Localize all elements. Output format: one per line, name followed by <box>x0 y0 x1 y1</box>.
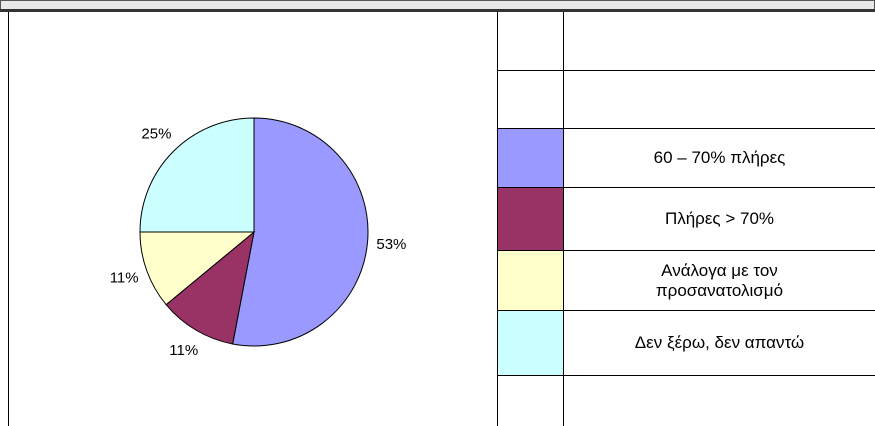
legend-swatch <box>498 129 563 187</box>
legend-swatch <box>498 251 563 310</box>
divider <box>563 12 564 426</box>
pie-slice <box>165 230 255 345</box>
legend-label: Πλήρες > 70% <box>564 188 875 250</box>
legend-text: Δεν ξέρω, δεν απαντώ <box>634 333 805 352</box>
legend-label: Δεν ξέρω, δεν απαντώ <box>564 311 875 375</box>
pie-slice <box>139 117 255 233</box>
slice-label: 11% <box>169 342 198 359</box>
slice-label: 11% <box>110 270 139 287</box>
row-line <box>497 187 875 188</box>
pie-chart: 53% 11% 11% 25% <box>110 117 406 359</box>
pie-slice <box>232 117 369 347</box>
left-border <box>8 12 9 426</box>
row-line <box>497 128 875 129</box>
slice-label: 53% <box>376 236 406 253</box>
row-line <box>497 375 875 376</box>
divider <box>497 12 498 426</box>
top-border <box>0 9 875 12</box>
legend-swatch <box>498 188 563 250</box>
slice-label: 25% <box>141 125 171 142</box>
row-line <box>497 70 875 71</box>
legend-text: Πλήρες > 70% <box>664 209 775 228</box>
row-line <box>497 250 875 251</box>
row-line <box>497 310 875 311</box>
legend-text: Ανάλογα με τον προσανατολισμό <box>655 260 784 300</box>
legend-text: 60 – 70% πλήρες <box>653 148 786 167</box>
legend-swatch <box>498 311 563 375</box>
legend-label: 60 – 70% πλήρες <box>564 129 875 187</box>
legend-label: Ανάλογα με τον προσανατολισμό <box>564 251 875 310</box>
pie-slice <box>139 231 256 306</box>
